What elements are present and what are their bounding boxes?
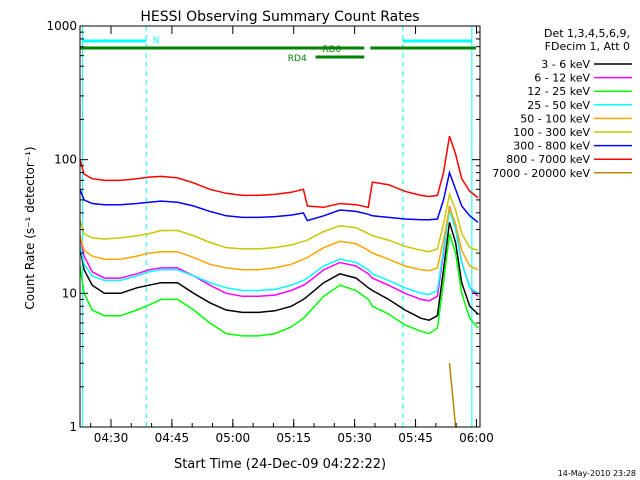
axis-ticks: 04:30 04:45 05:00 05:15 05:30 05:45 06:00 1 10 10… bbox=[46, 19, 493, 445]
timestamp: 14-May-2010 23:28 bbox=[558, 469, 636, 478]
x-tick-label: 05:45 bbox=[398, 431, 433, 445]
legend-label: 3 - 6 keV bbox=[541, 58, 590, 71]
x-tick-label: 04:45 bbox=[155, 431, 190, 445]
legend-header-line: Det 1,3,4,5,6,9, bbox=[544, 27, 630, 40]
legend-header-line: FDecim 1, Att 0 bbox=[545, 40, 630, 53]
series-line bbox=[79, 135, 479, 209]
series-line bbox=[448, 363, 457, 428]
legend-label: 12 - 25 keV bbox=[527, 85, 590, 98]
annotation-label: N bbox=[153, 36, 160, 46]
chart-title: HESSI Observing Summary Count Rates bbox=[140, 9, 419, 25]
legend-header: Det 1,3,4,5,6,9,FDecim 1, Att 0 bbox=[544, 27, 630, 53]
x-tick-label: 05:30 bbox=[337, 431, 372, 445]
plot-frame bbox=[79, 25, 481, 428]
annotation-label: RD4 bbox=[288, 54, 307, 64]
series-line bbox=[79, 222, 479, 321]
y-tick-label: 1000 bbox=[46, 19, 77, 33]
legend-label: 300 - 800 keV bbox=[513, 140, 590, 153]
x-axis-label: Start Time (24-Dec-09 04:22:22) bbox=[174, 457, 386, 472]
x-tick-label: 04:30 bbox=[94, 431, 129, 445]
legend-label: 100 - 300 keV bbox=[513, 126, 590, 139]
legend-label: 6 - 12 keV bbox=[534, 72, 590, 85]
y-tick-label: 100 bbox=[54, 153, 77, 167]
x-tick-label: 05:15 bbox=[276, 431, 311, 445]
x-tick-label: 06:00 bbox=[459, 431, 494, 445]
series-line bbox=[79, 209, 479, 296]
y-axis-label-group: Count Rate (s⁻¹ detector⁻¹) bbox=[23, 146, 37, 309]
annotation-label: RD0 bbox=[322, 45, 341, 55]
y-tick-label: 10 bbox=[62, 286, 77, 300]
y-tick-label: 1 bbox=[69, 420, 77, 434]
data-series bbox=[79, 135, 479, 428]
legend-label: 800 - 7000 keV bbox=[506, 153, 590, 166]
x-tick-label: 05:00 bbox=[216, 431, 251, 445]
series-line bbox=[79, 233, 479, 337]
series-line bbox=[79, 191, 479, 253]
overlay-lines: N RD0 RD4 bbox=[80, 26, 476, 427]
series-line bbox=[79, 169, 479, 223]
y-axis-label: Count Rate (s⁻¹ detector⁻¹) bbox=[23, 146, 37, 309]
legend-label: 25 - 50 keV bbox=[527, 99, 590, 112]
series-line bbox=[79, 204, 479, 272]
legend-label: 50 - 100 keV bbox=[520, 112, 590, 125]
legend-label: 7000 - 20000 keV bbox=[492, 167, 590, 180]
